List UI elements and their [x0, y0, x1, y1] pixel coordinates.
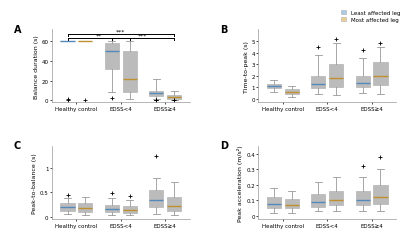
Y-axis label: Time-to-peak (s): Time-to-peak (s) [244, 41, 249, 92]
Y-axis label: Peak acceleration (m/s²): Peak acceleration (m/s²) [238, 145, 244, 221]
PathPatch shape [373, 185, 388, 204]
Text: ***: *** [116, 30, 126, 35]
PathPatch shape [267, 84, 281, 89]
PathPatch shape [267, 198, 281, 208]
PathPatch shape [78, 203, 92, 212]
Text: A: A [14, 24, 21, 34]
Y-axis label: Balance duration (s): Balance duration (s) [34, 35, 39, 98]
PathPatch shape [356, 192, 370, 205]
PathPatch shape [311, 195, 326, 207]
PathPatch shape [105, 44, 119, 70]
PathPatch shape [167, 96, 181, 100]
PathPatch shape [122, 52, 137, 93]
Y-axis label: Peak-to-balance (s): Peak-to-balance (s) [32, 153, 37, 213]
PathPatch shape [356, 76, 370, 88]
PathPatch shape [329, 65, 343, 88]
Legend: Least affected leg, Most affected leg: Least affected leg, Most affected leg [341, 11, 400, 23]
Text: **: ** [96, 34, 102, 39]
PathPatch shape [167, 197, 181, 211]
PathPatch shape [60, 203, 75, 211]
PathPatch shape [122, 206, 137, 213]
Text: ***: *** [138, 34, 148, 39]
PathPatch shape [373, 62, 388, 86]
PathPatch shape [149, 190, 164, 207]
PathPatch shape [149, 91, 164, 97]
PathPatch shape [284, 90, 299, 95]
PathPatch shape [329, 192, 343, 205]
Text: B: B [220, 24, 227, 34]
Text: D: D [220, 141, 228, 151]
PathPatch shape [284, 199, 299, 208]
PathPatch shape [105, 205, 119, 212]
Text: C: C [14, 141, 21, 151]
PathPatch shape [311, 76, 326, 89]
